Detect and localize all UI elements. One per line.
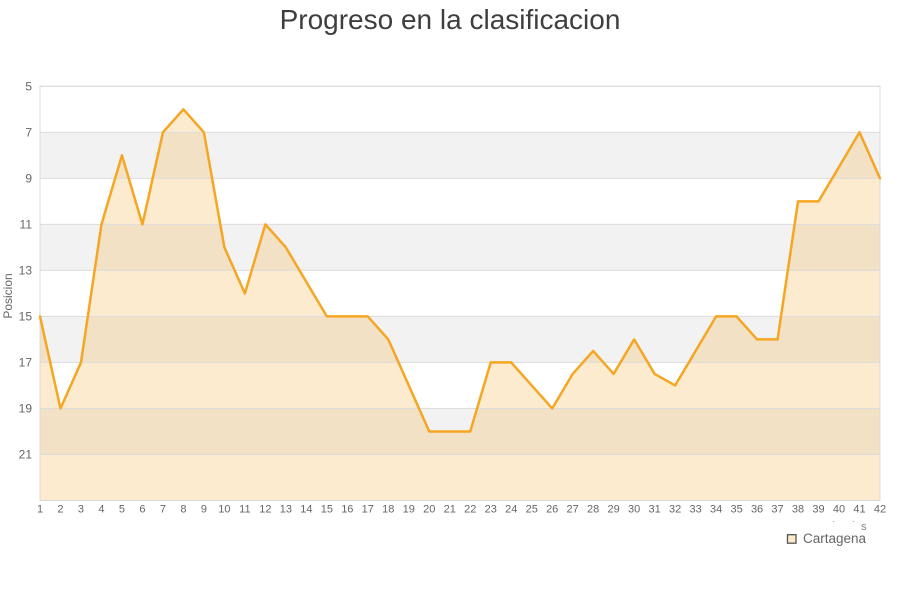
- svg-text:42: 42: [874, 504, 886, 516]
- svg-text:s: s: [861, 521, 867, 533]
- svg-text:17: 17: [362, 504, 374, 516]
- svg-text:38: 38: [792, 504, 804, 516]
- svg-text:26: 26: [546, 504, 558, 516]
- svg-text:29: 29: [608, 504, 620, 516]
- svg-text:23: 23: [485, 504, 497, 516]
- svg-text:.: .: [852, 514, 855, 524]
- svg-text:7: 7: [25, 125, 32, 139]
- svg-text:Posicion: Posicion: [1, 273, 15, 318]
- svg-text:12: 12: [259, 504, 271, 516]
- svg-text:9: 9: [25, 171, 32, 185]
- svg-text:13: 13: [280, 504, 292, 516]
- svg-text:28: 28: [587, 504, 599, 516]
- svg-text:20: 20: [423, 504, 435, 516]
- svg-text:30: 30: [628, 504, 640, 516]
- svg-text:16: 16: [341, 504, 353, 516]
- svg-text:13: 13: [19, 263, 33, 277]
- svg-text:32: 32: [669, 504, 681, 516]
- svg-text:18: 18: [382, 504, 394, 516]
- svg-text:14: 14: [300, 504, 312, 516]
- svg-text:7: 7: [160, 504, 166, 516]
- svg-text:35: 35: [730, 504, 742, 516]
- svg-text:25: 25: [526, 504, 538, 516]
- svg-text:19: 19: [403, 504, 415, 516]
- svg-text:9: 9: [201, 504, 207, 516]
- svg-text:Cartagena: Cartagena: [803, 531, 867, 546]
- svg-text:41: 41: [853, 504, 865, 516]
- svg-text:39: 39: [812, 504, 824, 516]
- svg-text:21: 21: [19, 447, 33, 461]
- svg-text:36: 36: [751, 504, 763, 516]
- svg-text:3: 3: [78, 504, 84, 516]
- svg-text:8: 8: [180, 504, 186, 516]
- svg-text:1: 1: [37, 504, 43, 516]
- svg-text:5: 5: [119, 504, 125, 516]
- svg-text:6: 6: [139, 504, 145, 516]
- svg-text:11: 11: [20, 217, 33, 231]
- svg-text:40: 40: [833, 504, 845, 516]
- svg-text:31: 31: [649, 504, 661, 516]
- svg-text:10: 10: [218, 504, 230, 516]
- svg-text:24: 24: [505, 504, 517, 516]
- svg-text:2: 2: [57, 504, 63, 516]
- svg-text:15: 15: [321, 504, 333, 516]
- svg-text:21: 21: [444, 504, 456, 516]
- svg-text:19: 19: [19, 401, 33, 415]
- svg-text:5: 5: [25, 79, 32, 93]
- svg-text:33: 33: [689, 504, 701, 516]
- svg-text:15: 15: [19, 309, 33, 323]
- svg-text:4: 4: [98, 504, 104, 516]
- svg-text:22: 22: [464, 504, 476, 516]
- svg-text:37: 37: [771, 504, 783, 516]
- svg-text:.: .: [832, 514, 835, 524]
- svg-text:11: 11: [239, 504, 250, 516]
- svg-text:34: 34: [710, 504, 722, 516]
- svg-text:27: 27: [567, 504, 579, 516]
- svg-text:17: 17: [19, 355, 33, 369]
